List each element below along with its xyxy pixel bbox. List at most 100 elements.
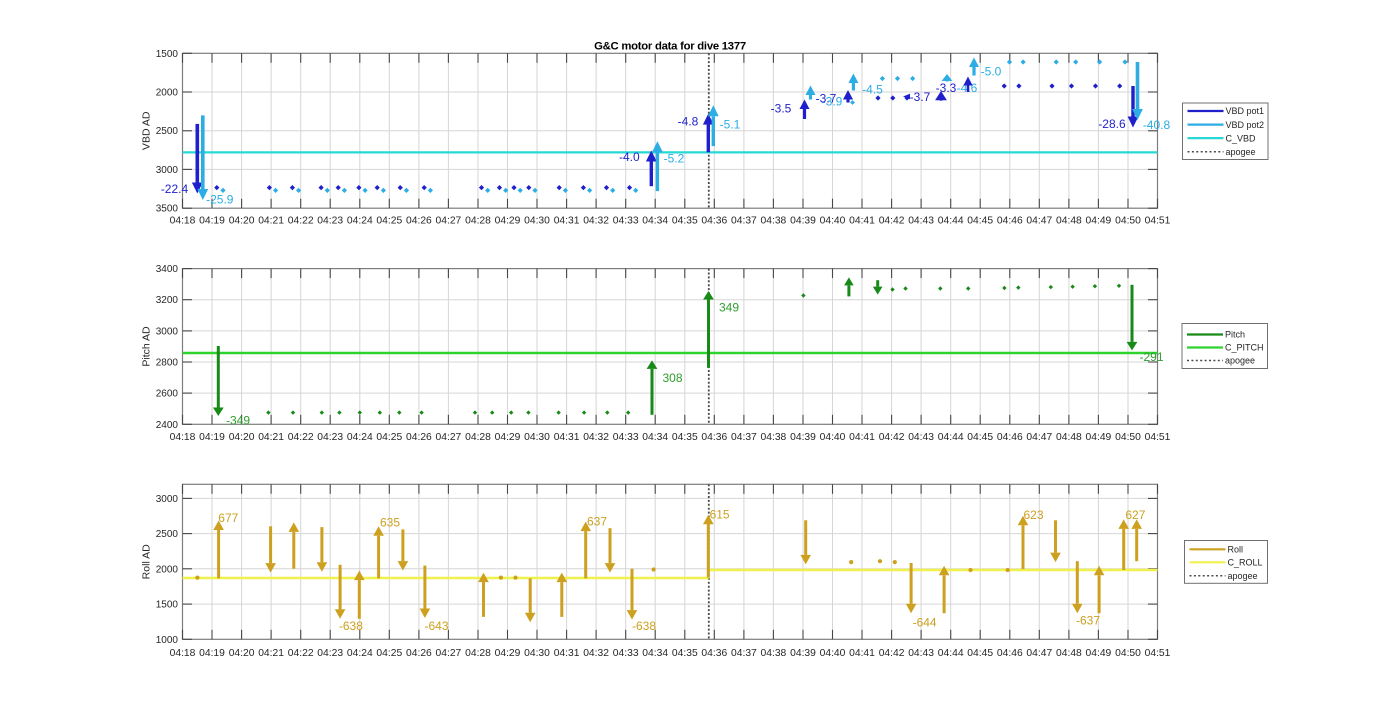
svg-text:04:46: 04:46: [997, 648, 1023, 659]
svg-text:apogee: apogee: [1226, 147, 1256, 157]
svg-text:3000: 3000: [156, 326, 179, 337]
svg-text:677: 677: [218, 511, 238, 525]
svg-text:04:33: 04:33: [613, 216, 639, 227]
svg-text:3500: 3500: [156, 204, 179, 215]
svg-text:-5.0: -5.0: [981, 64, 1002, 78]
svg-text:04:19: 04:19: [199, 432, 225, 443]
svg-text:-349: -349: [226, 414, 250, 428]
svg-text:04:22: 04:22: [288, 216, 314, 227]
svg-text:G&C motor data for dive 1377: G&C motor data for dive 1377: [594, 41, 746, 53]
svg-text:04:51: 04:51: [1145, 648, 1171, 659]
svg-text:04:38: 04:38: [761, 216, 787, 227]
svg-text:2600: 2600: [156, 389, 179, 400]
svg-text:04:34: 04:34: [642, 432, 668, 443]
svg-text:C_VBD: C_VBD: [1226, 133, 1257, 143]
svg-text:04:47: 04:47: [1026, 432, 1052, 443]
svg-text:04:35: 04:35: [672, 648, 698, 659]
svg-text:04:49: 04:49: [1086, 432, 1112, 443]
svg-text:635: 635: [380, 516, 400, 530]
svg-text:VBD AD: VBD AD: [141, 111, 153, 150]
svg-text:623: 623: [1023, 508, 1043, 522]
svg-text:04:26: 04:26: [406, 216, 432, 227]
svg-text:1500: 1500: [156, 49, 179, 60]
svg-text:04:30: 04:30: [524, 432, 550, 443]
svg-text:-28.6: -28.6: [1098, 117, 1126, 131]
svg-text:637: 637: [587, 515, 607, 529]
svg-text:04:42: 04:42: [879, 648, 905, 659]
svg-text:04:48: 04:48: [1056, 432, 1082, 443]
svg-text:04:29: 04:29: [495, 648, 521, 659]
svg-text:04:33: 04:33: [613, 648, 639, 659]
svg-text:2500: 2500: [156, 126, 179, 137]
svg-text:3400: 3400: [156, 264, 179, 275]
svg-text:04:51: 04:51: [1145, 216, 1171, 227]
svg-text:04:27: 04:27: [436, 648, 462, 659]
svg-text:04:32: 04:32: [583, 648, 609, 659]
svg-text:04:27: 04:27: [436, 432, 462, 443]
svg-text:615: 615: [710, 508, 730, 522]
svg-text:04:22: 04:22: [288, 648, 314, 659]
svg-text:627: 627: [1125, 508, 1145, 522]
svg-text:04:46: 04:46: [997, 216, 1023, 227]
svg-text:04:27: 04:27: [436, 216, 462, 227]
svg-text:04:48: 04:48: [1056, 648, 1082, 659]
svg-text:VBD pot2: VBD pot2: [1226, 120, 1265, 130]
svg-text:-638: -638: [339, 619, 363, 633]
svg-text:04:44: 04:44: [938, 432, 964, 443]
svg-text:04:40: 04:40: [820, 432, 846, 443]
svg-text:04:26: 04:26: [406, 648, 432, 659]
svg-text:04:35: 04:35: [672, 216, 698, 227]
svg-text:04:18: 04:18: [170, 432, 196, 443]
svg-text:04:44: 04:44: [938, 648, 964, 659]
svg-text:04:20: 04:20: [229, 432, 255, 443]
svg-text:04:47: 04:47: [1026, 648, 1052, 659]
svg-text:-3.3: -3.3: [936, 81, 957, 95]
svg-text:04:22: 04:22: [288, 432, 314, 443]
svg-text:C_ROLL: C_ROLL: [1228, 558, 1263, 568]
svg-text:-638: -638: [632, 619, 656, 633]
svg-text:04:32: 04:32: [583, 216, 609, 227]
svg-text:04:46: 04:46: [997, 432, 1023, 443]
svg-text:04:32: 04:32: [583, 432, 609, 443]
svg-text:04:35: 04:35: [672, 432, 698, 443]
svg-text:04:49: 04:49: [1086, 216, 1112, 227]
svg-text:04:43: 04:43: [908, 216, 934, 227]
svg-text:-5.2: -5.2: [664, 151, 685, 165]
svg-text:-3.5: -3.5: [771, 101, 792, 115]
svg-text:04:39: 04:39: [790, 432, 816, 443]
svg-text:3000: 3000: [156, 494, 179, 505]
svg-text:04:34: 04:34: [642, 648, 668, 659]
svg-text:04:24: 04:24: [347, 648, 373, 659]
svg-text:04:36: 04:36: [701, 216, 727, 227]
svg-text:04:44: 04:44: [938, 216, 964, 227]
svg-text:04:30: 04:30: [524, 216, 550, 227]
svg-text:04:36: 04:36: [701, 648, 727, 659]
svg-text:1000: 1000: [156, 635, 179, 646]
svg-text:04:45: 04:45: [967, 432, 993, 443]
svg-text:04:40: 04:40: [820, 648, 846, 659]
svg-text:04:43: 04:43: [908, 432, 934, 443]
svg-text:apogee: apogee: [1225, 356, 1255, 366]
svg-text:2000: 2000: [156, 88, 179, 99]
svg-text:04:31: 04:31: [554, 216, 580, 227]
svg-text:1500: 1500: [156, 600, 179, 611]
svg-text:04:24: 04:24: [347, 432, 373, 443]
svg-text:04:29: 04:29: [495, 216, 521, 227]
svg-text:3200: 3200: [156, 295, 179, 306]
svg-text:04:18: 04:18: [170, 216, 196, 227]
svg-text:04:34: 04:34: [642, 216, 668, 227]
svg-text:04:23: 04:23: [317, 648, 343, 659]
svg-text:04:18: 04:18: [170, 648, 196, 659]
svg-text:04:25: 04:25: [376, 432, 402, 443]
svg-text:04:28: 04:28: [465, 432, 491, 443]
svg-text:-22.4: -22.4: [161, 182, 189, 196]
svg-text:04:31: 04:31: [554, 432, 580, 443]
svg-text:04:26: 04:26: [406, 432, 432, 443]
svg-text:04:45: 04:45: [967, 216, 993, 227]
svg-text:04:20: 04:20: [229, 648, 255, 659]
svg-text:04:43: 04:43: [908, 648, 934, 659]
svg-text:Pitch: Pitch: [1225, 330, 1245, 340]
svg-text:04:33: 04:33: [613, 432, 639, 443]
svg-text:-40.8: -40.8: [1143, 118, 1171, 132]
svg-text:04:39: 04:39: [790, 648, 816, 659]
